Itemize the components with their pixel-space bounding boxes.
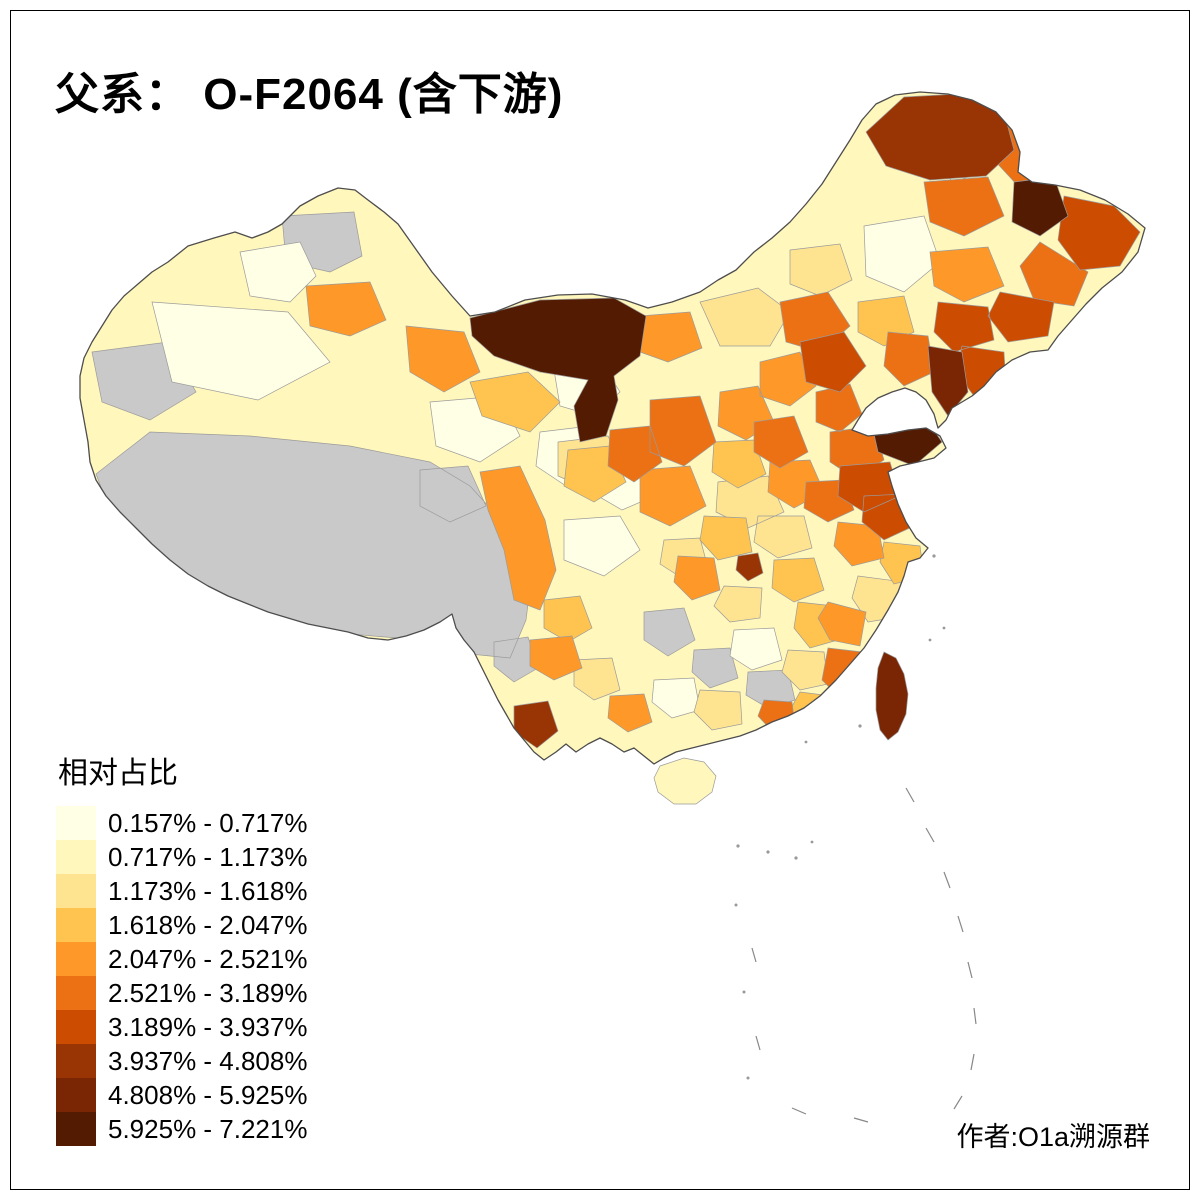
south-china-sea-islands — [734, 554, 977, 1123]
legend-swatch — [56, 806, 96, 840]
legend-swatch — [56, 942, 96, 976]
legend-label: 0.157% - 0.717% — [108, 807, 308, 838]
hainan-region — [653, 757, 717, 805]
legend-row: 0.157% - 0.717% — [56, 806, 307, 840]
legend-label: 1.173% - 1.618% — [108, 875, 308, 906]
legend-label: 4.808% - 5.925% — [108, 1079, 308, 1110]
legend-label: 0.717% - 1.173% — [108, 841, 308, 872]
legend-row: 3.937% - 4.808% — [56, 1044, 307, 1078]
legend-row: 5.925% - 7.221% — [56, 1112, 307, 1146]
legend-row: 3.189% - 3.937% — [56, 1010, 307, 1044]
legend-row: 0.717% - 1.173% — [56, 840, 307, 874]
legend-swatch — [56, 1078, 96, 1112]
legend-swatch — [56, 1010, 96, 1044]
legend-swatch — [56, 840, 96, 874]
legend-swatch — [56, 908, 96, 942]
legend-row: 4.808% - 5.925% — [56, 1078, 307, 1112]
taiwan-region — [875, 651, 909, 741]
legend-swatch — [56, 976, 96, 1010]
legend-row: 1.173% - 1.618% — [56, 874, 307, 908]
legend-row: 2.521% - 3.189% — [56, 976, 307, 1010]
legend-label: 3.189% - 3.937% — [108, 1011, 308, 1042]
legend-swatch — [56, 1112, 96, 1146]
legend-label: 2.521% - 3.189% — [108, 977, 308, 1008]
legend-label: 5.925% - 7.221% — [108, 1113, 308, 1144]
attribution: 作者:O1a溯源群 — [956, 1122, 1150, 1152]
page-title: 父系： O-F2064 (含下游) — [55, 70, 564, 119]
legend-swatch — [56, 1044, 96, 1078]
legend-label: 3.937% - 4.808% — [108, 1045, 308, 1076]
legend-label: 1.618% - 2.047% — [108, 909, 308, 940]
country-outline — [79, 91, 1146, 765]
legend: 相对占比 0.157% - 0.717% 0.717% - 1.173% 1.1… — [56, 748, 307, 1146]
legend-title: 相对占比 — [58, 757, 178, 790]
legend-label: 2.047% - 2.521% — [108, 943, 308, 974]
legend-row: 1.618% - 2.047% — [56, 908, 307, 942]
legend-row: 2.047% - 2.521% — [56, 942, 307, 976]
legend-swatch — [56, 874, 96, 908]
